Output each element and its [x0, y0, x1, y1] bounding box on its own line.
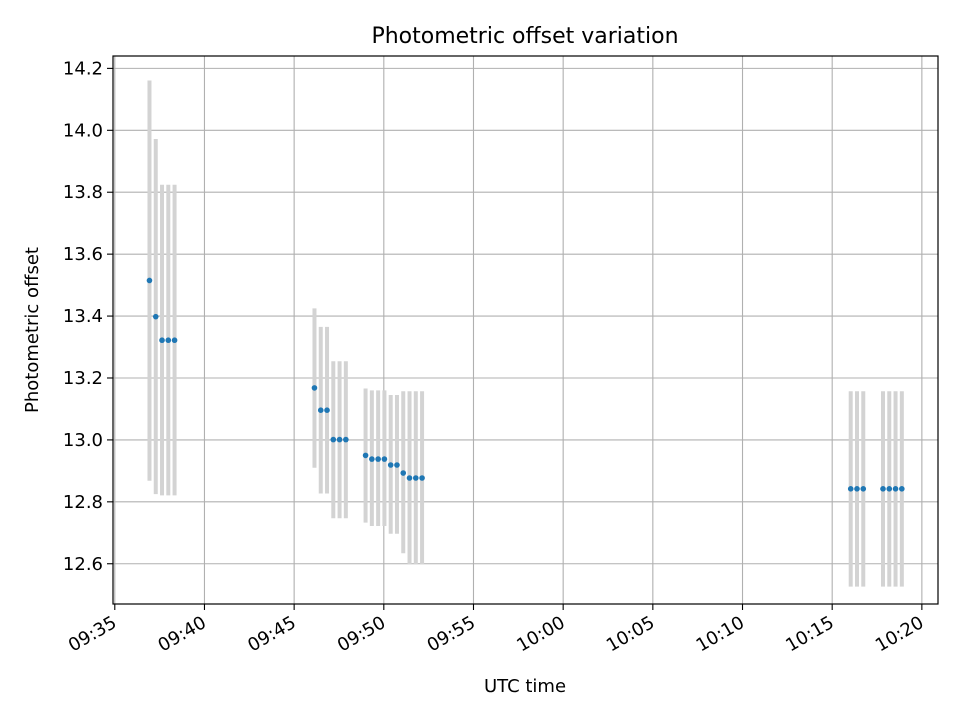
data-point: [886, 486, 893, 492]
y-tick-label: 13.6: [63, 244, 103, 265]
data-point: [330, 436, 337, 443]
data-point: [324, 407, 330, 413]
data-point: [854, 486, 860, 492]
data-point: [400, 470, 407, 476]
data-point: [146, 277, 153, 284]
data-point: [406, 475, 413, 481]
y-tick-label: 14.0: [63, 120, 103, 141]
data-point: [317, 407, 324, 413]
x-axis-label: UTC time: [484, 676, 566, 697]
data-point: [394, 462, 400, 468]
y-tick-label: 12.6: [63, 554, 103, 575]
data-point: [171, 337, 178, 344]
data-point: [412, 475, 419, 481]
data-point: [343, 436, 349, 443]
data-point: [369, 456, 375, 462]
plot-frame: [112, 55, 939, 605]
y-tick-label: 12.8: [63, 492, 103, 513]
data-point: [159, 337, 165, 344]
data-point: [336, 436, 343, 443]
y-tick-label: 13.8: [63, 182, 103, 203]
y-axis-ticks: 12.6 12.8 13.0 13.2 13.4 13.6 13.8 14.0 14.2: [63, 58, 113, 575]
data-point: [381, 456, 388, 462]
grid-lines: [113, 56, 938, 604]
data-point: [165, 337, 172, 344]
data-point: [892, 486, 899, 492]
data-point: [375, 456, 381, 462]
data-point: [847, 486, 854, 492]
y-axis-label: Photometric offset: [22, 247, 43, 413]
data-point: [311, 385, 318, 391]
y-tick-label: 14.2: [63, 58, 103, 79]
data-point: [880, 486, 886, 492]
y-tick-label: 13.4: [63, 306, 103, 327]
data-point: [419, 475, 425, 481]
data-point: [387, 462, 394, 468]
y-tick-label: 13.2: [63, 368, 103, 389]
data-points: [146, 277, 905, 492]
data-point: [899, 486, 905, 492]
data-point: [152, 313, 159, 320]
chart-title: Photometric offset variation: [371, 24, 678, 49]
data-point: [362, 452, 369, 459]
data-point: [860, 486, 867, 492]
y-tick-label: 13.0: [63, 430, 103, 451]
